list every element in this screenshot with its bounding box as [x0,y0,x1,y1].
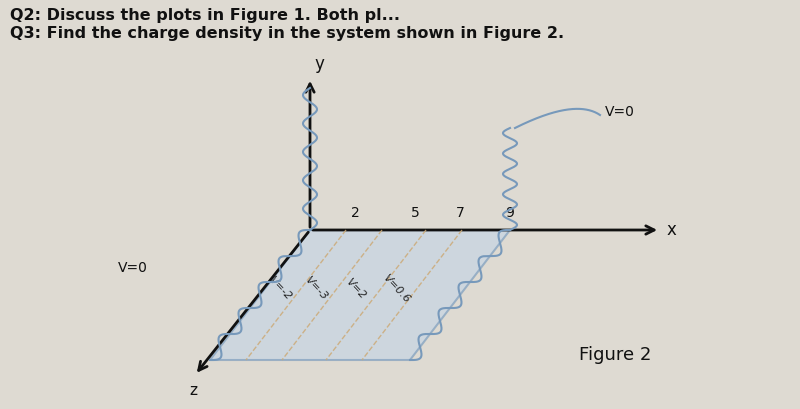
Text: V=-2: V=-2 [266,275,294,302]
Text: V=-3: V=-3 [302,275,330,302]
Text: x: x [667,221,677,239]
Text: y: y [314,55,324,73]
Text: Q3: Find the charge density in the system shown in Figure 2.: Q3: Find the charge density in the syste… [10,26,564,41]
Text: V=0.6: V=0.6 [381,272,411,305]
Polygon shape [210,230,510,360]
Text: V=2: V=2 [344,276,368,301]
Text: 7: 7 [456,206,464,220]
Text: 9: 9 [506,206,514,220]
Text: V=0: V=0 [605,105,635,119]
Text: Figure 2: Figure 2 [579,346,651,364]
Text: 2: 2 [350,206,359,220]
Text: 5: 5 [410,206,419,220]
Text: Q2: Discuss the plots in Figure 1. Both pl...: Q2: Discuss the plots in Figure 1. Both … [10,8,400,23]
Text: V=0: V=0 [118,261,148,275]
Text: z: z [189,383,197,398]
